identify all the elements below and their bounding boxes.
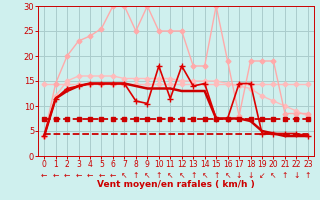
- Text: ←: ←: [98, 171, 105, 180]
- Text: ↑: ↑: [213, 171, 219, 180]
- Text: ←: ←: [87, 171, 93, 180]
- Text: ↖: ↖: [144, 171, 150, 180]
- Text: ↖: ↖: [167, 171, 173, 180]
- Text: ↓: ↓: [293, 171, 300, 180]
- Text: ←: ←: [41, 171, 47, 180]
- Text: ↖: ↖: [121, 171, 128, 180]
- Text: ←: ←: [75, 171, 82, 180]
- Text: ←: ←: [110, 171, 116, 180]
- Text: ↖: ↖: [179, 171, 185, 180]
- Text: ↖: ↖: [270, 171, 277, 180]
- Text: ↓: ↓: [247, 171, 254, 180]
- Text: ←: ←: [52, 171, 59, 180]
- Text: ↑: ↑: [156, 171, 162, 180]
- Text: ↑: ↑: [133, 171, 139, 180]
- Text: ↖: ↖: [224, 171, 231, 180]
- X-axis label: Vent moyen/en rafales ( km/h ): Vent moyen/en rafales ( km/h ): [97, 180, 255, 189]
- Text: ←: ←: [64, 171, 70, 180]
- Text: ↖: ↖: [202, 171, 208, 180]
- Text: ↑: ↑: [305, 171, 311, 180]
- Text: ↑: ↑: [190, 171, 196, 180]
- Text: ↙: ↙: [259, 171, 265, 180]
- Text: ↓: ↓: [236, 171, 242, 180]
- Text: ↑: ↑: [282, 171, 288, 180]
